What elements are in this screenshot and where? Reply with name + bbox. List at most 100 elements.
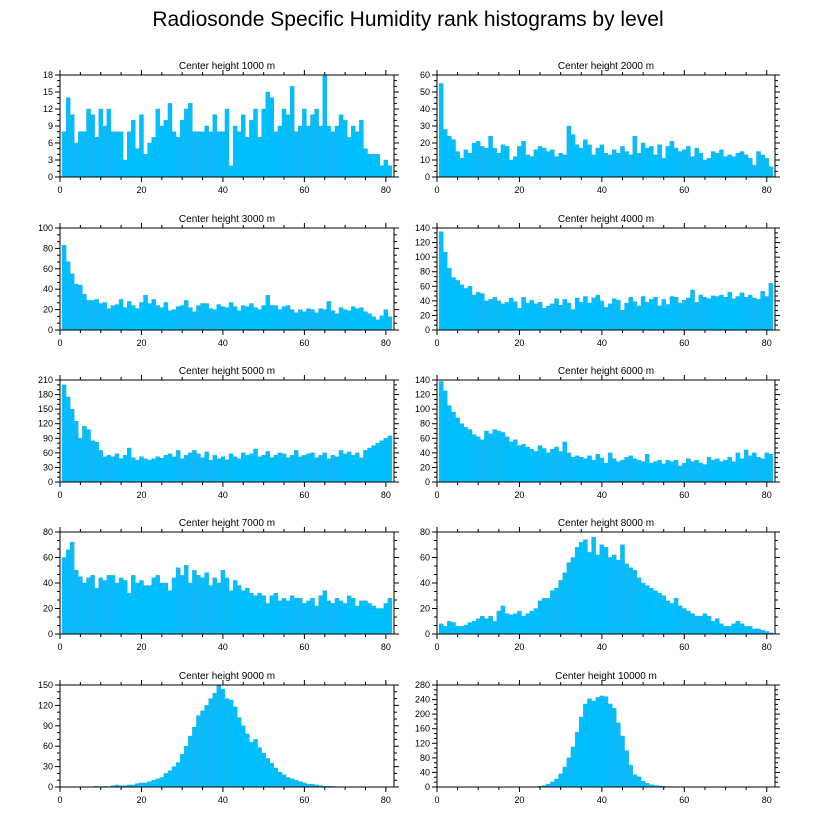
histogram-bar (764, 158, 770, 178)
histogram-bar (208, 459, 213, 483)
histogram-bar (438, 231, 444, 331)
y-tick-label: 60 (43, 448, 53, 458)
histogram-bar (110, 131, 116, 178)
chart-panel: Center height 7000 m 0 20 40 60 80 0 20 40 60 80 (43, 518, 399, 652)
histogram-bar (175, 450, 181, 483)
histogram-bar (632, 458, 638, 483)
histogram-bar (208, 698, 213, 788)
histogram-bar (599, 457, 605, 483)
plot-frame (59, 227, 395, 331)
histogram-bar (640, 296, 646, 331)
histogram-bar (595, 554, 601, 635)
y-tick-label: 0 (48, 782, 53, 792)
histogram-bar (620, 735, 625, 788)
histogram-bar (463, 427, 469, 483)
histogram-bar (521, 297, 526, 331)
histogram-bar (682, 299, 687, 331)
histogram-bar (570, 557, 576, 635)
histogram-bar (748, 158, 753, 178)
histogram-bar (302, 455, 307, 483)
histogram-bar (281, 453, 287, 483)
histogram-bar (500, 605, 506, 635)
x-tick-label: 60 (679, 338, 689, 348)
histogram-bar (192, 570, 197, 635)
histogram-bar (175, 762, 181, 788)
histogram-bar (367, 603, 372, 635)
histogram-bar (455, 417, 460, 483)
histogram-bar (533, 149, 539, 178)
histogram-bar (294, 598, 299, 635)
histogram-bar (310, 309, 315, 331)
histogram-bar (86, 300, 91, 331)
histogram-bar (492, 429, 497, 483)
histogram-bar (322, 74, 327, 178)
histogram-bar (764, 452, 770, 483)
histogram-bar (442, 129, 448, 178)
histogram-bar (727, 626, 732, 635)
histogram-bar (702, 159, 708, 178)
page-title: Radiosonde Specific Humidity rank histog… (152, 8, 664, 31)
histogram-bar (241, 452, 246, 483)
y-tick-label: 40 (43, 578, 53, 588)
histogram-bar (583, 458, 588, 483)
histogram-bar (698, 152, 704, 178)
histogram-bar (529, 156, 535, 178)
histogram-bar (595, 294, 601, 331)
histogram-bar (442, 626, 448, 635)
histogram-bar (228, 453, 234, 483)
histogram-bar (752, 164, 757, 178)
histogram-bar (265, 451, 270, 483)
histogram-bar (289, 595, 295, 635)
histogram-bar (710, 151, 716, 178)
histogram-bar (438, 83, 444, 178)
histogram-bar (756, 628, 761, 635)
histogram-bar (135, 148, 140, 178)
histogram-bar (163, 773, 169, 788)
histogram-bar (550, 781, 555, 788)
histogram-bar (690, 461, 695, 483)
histogram-bar (628, 764, 633, 788)
x-tick-label: 80 (762, 795, 772, 805)
histogram-bar (114, 582, 120, 635)
histogram-bar (517, 146, 522, 178)
histogram-bar (628, 455, 633, 483)
histogram-bar (151, 458, 156, 483)
chart-panel: Center height 9000 m 0 20 40 60 80 0 30 60 90 120 1… (38, 671, 399, 805)
y-tick-label: 120 (415, 390, 430, 400)
y-tick-label: 20 (420, 462, 430, 472)
histogram-bar (451, 622, 456, 635)
histogram-bar (566, 302, 572, 331)
histogram-bar (346, 137, 352, 178)
histogram-bar (537, 302, 543, 331)
histogram-bar (595, 697, 601, 788)
histogram-bar (143, 585, 148, 635)
histogram-bar (636, 459, 642, 483)
histogram-bar (159, 307, 165, 331)
histogram-bar (102, 580, 108, 635)
histogram-bar (289, 309, 295, 331)
x-tick-label: 0 (434, 490, 439, 500)
y-tick-label: 120 (38, 700, 53, 710)
histogram-bar (471, 142, 477, 178)
histogram-bar (257, 137, 262, 178)
x-tick-label: 60 (679, 490, 689, 500)
histogram-bar (184, 455, 189, 483)
histogram-bar (480, 293, 485, 331)
histogram-bar (562, 441, 568, 483)
histogram-bar (371, 445, 376, 483)
histogram-bar (367, 313, 372, 331)
histogram-bar (102, 456, 108, 483)
y-tick-label: 60 (43, 264, 53, 274)
histogram-bar (558, 451, 563, 483)
histogram-bar (232, 580, 238, 635)
histogram-bar (224, 108, 230, 178)
histogram-bar (277, 125, 283, 178)
histogram-bar (216, 458, 222, 483)
histogram-bar (147, 781, 152, 788)
histogram-bar (504, 436, 510, 483)
x-tick-label: 80 (381, 490, 391, 500)
histogram-bar (735, 152, 741, 178)
histogram-bar (106, 108, 112, 178)
histogram-bar (147, 142, 152, 178)
histogram-bar (261, 595, 266, 635)
